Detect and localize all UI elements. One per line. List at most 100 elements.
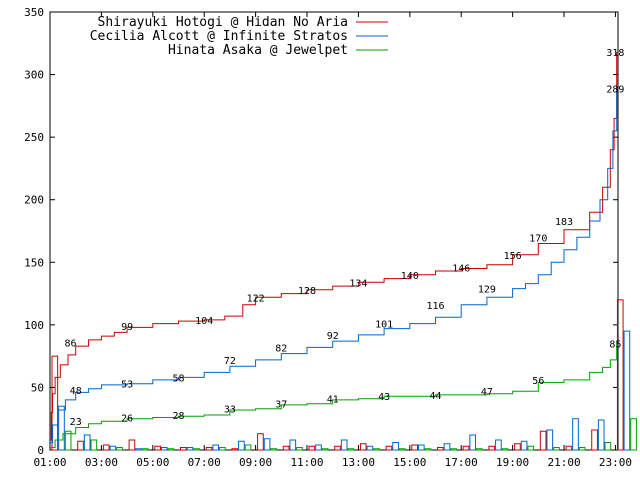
hourly-bar: [424, 448, 432, 451]
series-lines: [50, 52, 618, 448]
hourly-bar: [340, 439, 348, 451]
hourly-bar: [321, 448, 329, 451]
data-labels: 86 99 104 122 128 134 140 146 156 183 318 48 53 58 72 8…: [65, 48, 625, 428]
data-label: 99: [121, 322, 133, 333]
hourly-bar: [263, 438, 271, 451]
hourly-bar: [238, 440, 245, 451]
hourly-bar: [520, 440, 528, 451]
hourly-bar: [289, 439, 297, 451]
hourly-bar: [141, 448, 149, 451]
hourly-bar: [501, 448, 509, 451]
x-tick-label: 11:00: [290, 456, 323, 469]
y-tick-label: 200: [24, 194, 44, 207]
hourly-bar: [58, 405, 65, 451]
x-tick-label: 17:00: [445, 456, 478, 469]
hourly-bar: [180, 446, 187, 451]
hourly-bar: [514, 443, 521, 451]
data-label: 101: [375, 320, 393, 331]
data-label: 48: [70, 386, 82, 397]
hourly-bar: [527, 445, 535, 451]
x-tick-label: 05:00: [136, 456, 169, 469]
data-label: 28: [172, 411, 184, 422]
hourly-bar: [623, 330, 631, 451]
hourly-bar: [476, 448, 483, 451]
hourly-bar: [597, 419, 605, 451]
hourly-bar: [51, 355, 59, 451]
hourly-bar: [411, 444, 418, 451]
hourly-bar: [443, 443, 451, 451]
hourly-bar: [160, 446, 168, 451]
hourly-bar: [83, 434, 91, 451]
data-label: 23: [70, 417, 82, 428]
hourly-bar: [359, 443, 367, 451]
data-label: 44: [429, 391, 441, 402]
data-label: 92: [327, 331, 339, 342]
data-label: 156: [504, 251, 522, 262]
hourly-bar: [604, 441, 612, 451]
x-tick-label: 23:00: [599, 456, 632, 469]
hourly-bar: [186, 446, 194, 451]
data-label: 58: [172, 373, 184, 384]
hourly-bar: [308, 445, 316, 451]
data-label: 122: [247, 293, 265, 304]
legend: Shirayuki Hotogi @ Hidan No AriaCecilia …: [90, 15, 388, 58]
data-label: 82: [275, 343, 287, 354]
hourly-bar: [212, 444, 220, 451]
y-tick-label: 150: [24, 256, 44, 269]
x-tick-label: 13:00: [342, 456, 375, 469]
hourly-bar: [257, 433, 264, 451]
data-label: 289: [606, 84, 624, 95]
hourly-bar: [366, 445, 374, 451]
series-line: [50, 52, 618, 441]
axes: 0 50 100 150 200 250 300 350 01:00 03:00 05:00 07:0…: [24, 6, 632, 469]
hourly-bar: [437, 446, 444, 451]
data-label: 47: [481, 387, 493, 398]
x-tick-label: 03:00: [85, 456, 118, 469]
plot-frame: [49, 11, 619, 451]
data-label: 140: [401, 271, 419, 282]
y-tick-label: 0: [37, 444, 44, 457]
data-label: 183: [555, 217, 573, 228]
data-label: 37: [275, 400, 287, 411]
hourly-bar: [565, 445, 573, 451]
hourly-bar: [116, 446, 123, 451]
hourly-bar: [154, 445, 161, 451]
hourly-bar: [469, 434, 477, 451]
x-tick-label: 15:00: [393, 456, 426, 469]
y-tick-label: 350: [24, 6, 44, 19]
x-tick-label: 01:00: [33, 456, 66, 469]
data-label: 53: [121, 380, 133, 391]
y-tick-label: 300: [24, 69, 44, 82]
y-tick-label: 50: [31, 381, 44, 394]
hourly-bar: [315, 444, 322, 451]
data-label: 41: [327, 395, 339, 406]
data-label: 318: [606, 48, 624, 59]
hourly-bar: [282, 445, 290, 451]
y-tick-label: 250: [24, 131, 44, 144]
hourly-bar: [334, 445, 341, 451]
series-line: [50, 88, 618, 443]
hourly-bar: [193, 448, 200, 451]
hourly-bar: [109, 445, 117, 451]
data-label: 33: [224, 405, 236, 416]
data-label: 134: [349, 278, 367, 289]
legend-label: Cecilia Alcott @ Infinite Stratos: [90, 29, 348, 44]
x-tick-label: 09:00: [239, 456, 272, 469]
hourly-bar: [630, 418, 637, 451]
hourly-bar: [270, 448, 278, 451]
hourly-bar: [135, 448, 142, 451]
data-label: 128: [298, 286, 316, 297]
hourly-bar: [167, 448, 175, 451]
hourly-bar: [205, 446, 213, 451]
data-label: 85: [609, 340, 621, 351]
data-label: 104: [195, 316, 213, 327]
y-tick-label: 100: [24, 319, 44, 332]
data-label: 129: [478, 285, 496, 296]
hourly-bar: [128, 439, 136, 451]
hourly-bar: [553, 446, 560, 451]
legend-label: Hinata Asaka @ Jewelpet: [168, 43, 348, 58]
data-label: 170: [529, 233, 547, 244]
hourly-bar: [495, 439, 502, 451]
x-tick-label: 21:00: [547, 456, 580, 469]
